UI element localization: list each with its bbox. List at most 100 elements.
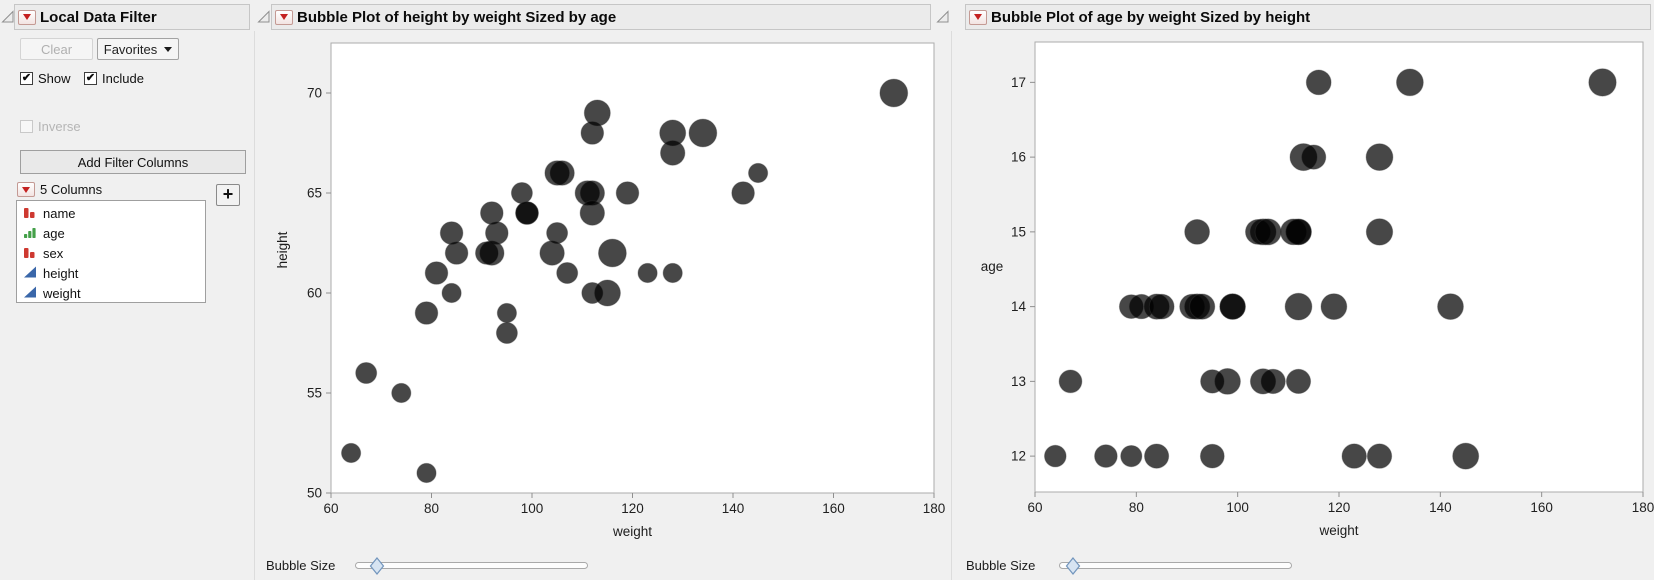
bubble[interactable]	[510, 182, 533, 204]
clear-button[interactable]: Clear	[20, 38, 93, 60]
bubble[interactable]	[1285, 368, 1312, 394]
bubble[interactable]	[1305, 69, 1332, 96]
bubble[interactable]	[1396, 68, 1424, 97]
x-tick-label: 80	[1129, 500, 1144, 515]
red-triangle-menu-icon[interactable]	[18, 9, 36, 25]
bubble[interactable]	[1219, 293, 1246, 320]
bubble[interactable]	[579, 200, 605, 226]
bubble-size-label: Bubble Size	[266, 558, 336, 573]
bubble[interactable]	[1301, 144, 1327, 170]
add-filter-columns-button[interactable]: Add Filter Columns	[20, 150, 246, 174]
show-checkbox[interactable]: ✔	[20, 72, 33, 85]
bubble[interactable]	[1148, 293, 1175, 320]
bubble[interactable]	[355, 362, 378, 384]
bubble[interactable]	[1285, 218, 1312, 246]
bubble-size-slider-thumb[interactable]	[369, 557, 385, 575]
inverse-checkbox-row: Inverse	[20, 119, 81, 134]
bubble[interactable]	[1365, 218, 1394, 246]
bubble[interactable]	[441, 282, 462, 304]
bubble[interactable]	[1341, 443, 1367, 469]
bubble[interactable]	[1284, 292, 1313, 321]
bubble[interactable]	[424, 261, 449, 285]
x-tick-label: 60	[1027, 500, 1042, 515]
bubble[interactable]	[1320, 293, 1348, 321]
add-column-plus-button[interactable]: +	[216, 184, 240, 206]
ordinal-green-bars-icon	[23, 225, 43, 242]
bubble[interactable]	[549, 160, 575, 186]
inverse-checkbox[interactable]	[20, 120, 33, 133]
disclosure-triangle-icon[interactable]	[1, 10, 15, 24]
bubble[interactable]	[1144, 443, 1170, 469]
bubble[interactable]	[637, 262, 658, 284]
bubble[interactable]	[1199, 443, 1225, 469]
column-item-weight[interactable]: weight	[23, 283, 205, 302]
bubble[interactable]	[731, 181, 755, 205]
bubble[interactable]	[1588, 68, 1617, 97]
bubble[interactable]	[1452, 442, 1480, 470]
bubble[interactable]	[598, 238, 627, 268]
bubble[interactable]	[439, 221, 464, 245]
plot-frame[interactable]	[330, 42, 935, 494]
include-checkbox[interactable]: ✔	[84, 72, 97, 85]
bubble[interactable]	[748, 162, 769, 184]
bubble[interactable]	[391, 382, 412, 404]
bubble-size-label: Bubble Size	[966, 558, 1036, 573]
bubble[interactable]	[1260, 368, 1286, 395]
bubble[interactable]	[444, 241, 469, 265]
bubble[interactable]	[1044, 444, 1067, 468]
red-triangle-menu-icon[interactable]	[969, 9, 987, 25]
bubble[interactable]	[1437, 293, 1464, 321]
bubble[interactable]	[688, 118, 718, 148]
column-item-label: height	[43, 265, 79, 281]
bubble[interactable]	[879, 78, 909, 108]
clear-button-label: Clear	[40, 41, 73, 57]
bubble[interactable]	[1254, 218, 1282, 246]
bubble-size-slider-thumb[interactable]	[1065, 557, 1081, 575]
bubble[interactable]	[1058, 369, 1083, 394]
bubble[interactable]	[539, 240, 565, 266]
column-item-height[interactable]: height	[23, 263, 205, 283]
bubble[interactable]	[1366, 443, 1393, 469]
disclosure-triangle-icon[interactable]	[936, 10, 950, 24]
bubble[interactable]	[659, 119, 687, 147]
bubble[interactable]	[515, 201, 539, 225]
nominal-red-bars-icon	[23, 245, 43, 262]
column-item-sex[interactable]: sex	[23, 243, 205, 263]
bubble[interactable]	[1365, 143, 1394, 171]
bubble[interactable]	[416, 462, 437, 484]
y-tick-label: 60	[307, 286, 322, 301]
filter-columns-listbox[interactable]: name age sex height weight	[16, 200, 206, 303]
column-item-name[interactable]: name	[23, 203, 205, 223]
bubble[interactable]	[546, 222, 569, 244]
bubble[interactable]	[1120, 445, 1143, 468]
bubble[interactable]	[593, 279, 621, 307]
plot-frame[interactable]	[1034, 41, 1644, 493]
column-item-label: weight	[43, 285, 81, 301]
bubble[interactable]	[1184, 219, 1211, 245]
bubble-size-slider-track[interactable]	[1059, 562, 1292, 569]
bubble-size-slider-track[interactable]	[355, 562, 588, 569]
disclosure-triangle-icon[interactable]	[257, 10, 271, 24]
nominal-red-bars-icon	[23, 205, 43, 222]
bubble[interactable]	[662, 262, 683, 284]
bubble[interactable]	[615, 181, 640, 205]
bubble[interactable]	[1189, 293, 1216, 320]
age-by-weight-bubble-plot[interactable]: 60 80 100 120 140 160 180 12 13 14 15 16 17 weight age	[960, 41, 1654, 546]
height-by-weight-bubble-plot[interactable]: 60 80 100 120 140 160 180 50 55 60 65 70 weight heigh…	[265, 41, 945, 546]
bubble[interactable]	[583, 99, 611, 127]
bubble[interactable]	[556, 262, 579, 284]
bubble[interactable]	[496, 302, 517, 324]
bubble[interactable]	[479, 240, 505, 266]
bubble[interactable]	[1214, 368, 1241, 395]
favorites-dropdown-button[interactable]: Favorites	[97, 38, 179, 60]
column-item-age[interactable]: age	[23, 223, 205, 243]
x-tick-label: 140	[1429, 500, 1452, 515]
y-tick-label: 70	[307, 86, 322, 101]
bubble[interactable]	[495, 322, 518, 344]
red-triangle-menu-icon[interactable]	[275, 9, 293, 25]
bubble[interactable]	[414, 301, 439, 325]
bubble[interactable]	[341, 442, 362, 464]
bubble[interactable]	[480, 201, 504, 225]
bubble[interactable]	[1094, 444, 1118, 468]
red-triangle-menu-icon[interactable]	[17, 182, 35, 197]
